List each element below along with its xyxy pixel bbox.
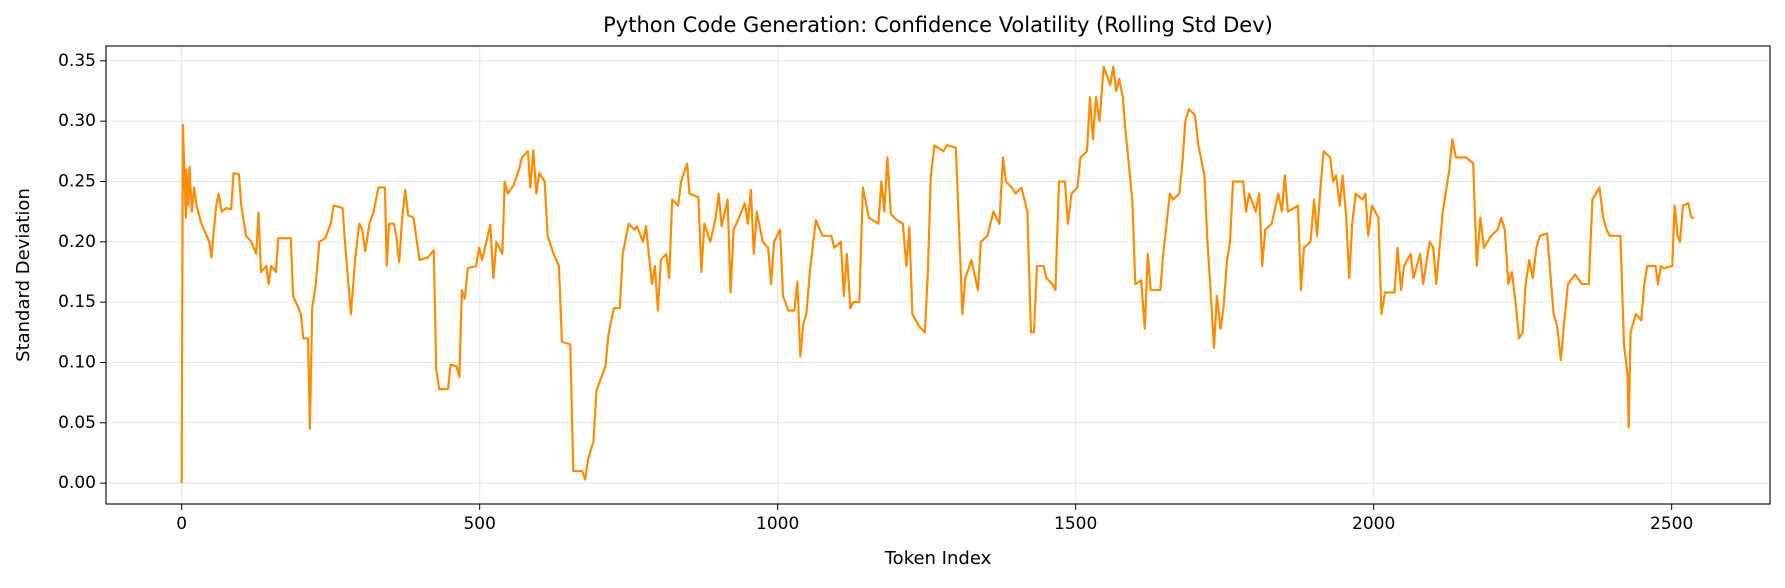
y-tick-label: 0.20 [58, 232, 96, 252]
x-tick-label: 1500 [1054, 514, 1097, 534]
y-tick-label: 0.10 [58, 352, 96, 372]
chart-title: Python Code Generation: Confidence Volat… [603, 13, 1273, 37]
y-tick-label: 0.30 [58, 111, 96, 131]
data-line [180, 65, 1695, 484]
plot-frame [105, 45, 1771, 505]
x-tick-label: 500 [463, 514, 495, 534]
x-tick-label: 1000 [756, 514, 799, 534]
y-tick-label: 0.15 [58, 292, 96, 312]
y-tick-label: 0.35 [58, 51, 96, 71]
y-tick-label: 0.05 [58, 413, 96, 433]
x-tick-label: 0 [176, 514, 187, 534]
y-tick-label: 0.00 [58, 473, 96, 493]
x-tick-label: 2500 [1650, 514, 1693, 534]
y-axis-label: Standard Deviation [13, 188, 34, 362]
x-axis-label: Token Index [884, 548, 992, 569]
y-tick-label: 0.25 [58, 171, 96, 191]
x-tick-label: 2000 [1352, 514, 1395, 534]
